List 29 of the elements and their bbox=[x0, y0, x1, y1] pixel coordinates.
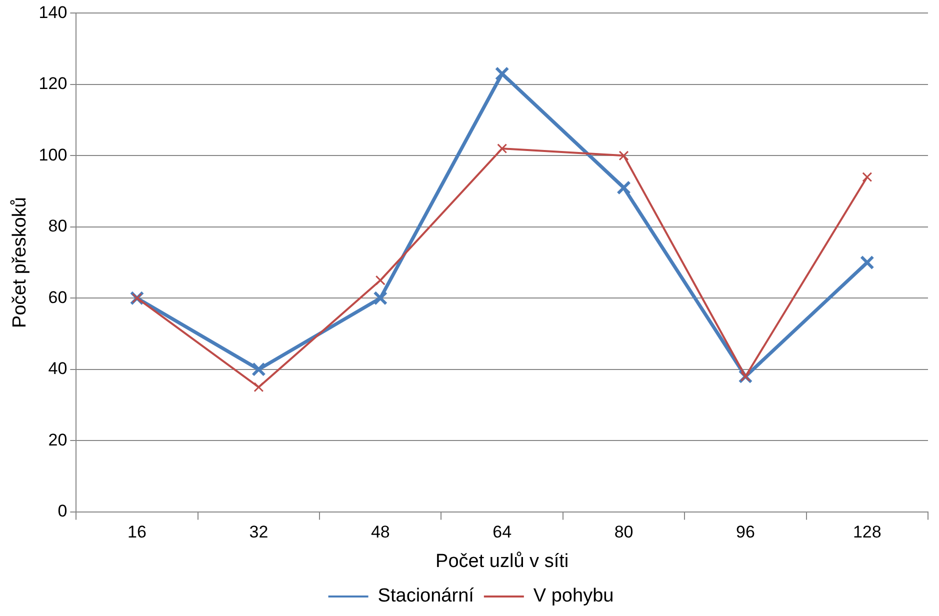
point bbox=[860, 255, 874, 270]
x-tick-label: 80 bbox=[614, 522, 634, 542]
point bbox=[497, 144, 508, 154]
y-tick-label: 80 bbox=[48, 216, 68, 236]
y-axis-title: Počet přeskoků bbox=[10, 197, 31, 328]
y-tick-label: 100 bbox=[38, 145, 68, 164]
x-tick-label: 128 bbox=[852, 522, 882, 542]
y-tick-label: 120 bbox=[38, 74, 68, 94]
point bbox=[862, 172, 872, 182]
x-tick-label: 32 bbox=[249, 522, 268, 542]
point bbox=[373, 290, 388, 306]
x-axis-title: Počet uzlů v síti bbox=[436, 550, 569, 572]
point bbox=[616, 180, 631, 195]
legend-label: Stacionární bbox=[378, 586, 475, 607]
x-tick-label: 16 bbox=[128, 522, 146, 542]
x-tick-label: 64 bbox=[492, 522, 512, 542]
y-tick-label: 40 bbox=[48, 359, 68, 378]
x-tick-label: 96 bbox=[736, 522, 755, 542]
point bbox=[618, 150, 629, 161]
x-tick-label: 48 bbox=[370, 522, 390, 542]
point bbox=[252, 362, 266, 376]
point bbox=[494, 66, 510, 81]
y-tick-label: 60 bbox=[48, 288, 68, 307]
point bbox=[254, 382, 264, 392]
y-tick-label: 0 bbox=[58, 501, 68, 520]
y-tick-label: 20 bbox=[48, 430, 68, 450]
y-tick-label: 140 bbox=[38, 2, 68, 22]
point bbox=[375, 275, 386, 286]
legend-label: V pohybu bbox=[533, 586, 614, 607]
